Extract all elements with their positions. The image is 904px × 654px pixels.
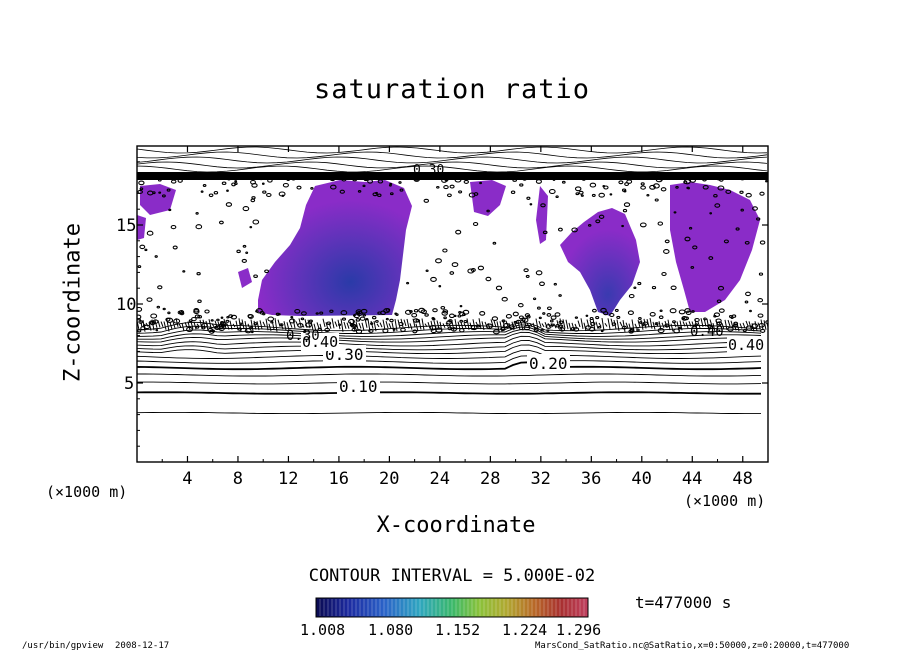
chart-title: saturation ratio xyxy=(313,74,591,105)
x-tick-label: 48 xyxy=(732,469,753,489)
contour-label-0-30b: 0.30 xyxy=(286,328,320,344)
x-tick-label: 20 xyxy=(379,469,400,489)
field-area xyxy=(137,146,768,415)
supersaturation-region-main xyxy=(258,180,412,316)
supersaturation-region-right xyxy=(560,208,640,316)
x-axis-unit: (×1000 m) xyxy=(684,492,766,510)
x-tick-label: 28 xyxy=(479,469,501,489)
supersaturation-patch-5 xyxy=(238,268,252,288)
top-contour-band xyxy=(137,172,768,180)
supersaturation-region-far-right xyxy=(670,182,760,312)
supersaturation-patch-1 xyxy=(470,180,506,216)
colorbar-tick-2: 1.080 xyxy=(368,621,414,639)
colorbar xyxy=(315,597,589,618)
x-axis-label: X-coordinate xyxy=(376,513,536,538)
x-tick-label: 36 xyxy=(580,469,602,489)
z-axis-unit: (×1000 m) xyxy=(46,483,128,501)
supersaturation-patch-2 xyxy=(536,186,548,244)
supersaturation-patch-4 xyxy=(137,215,146,240)
y-tick-5: 5 xyxy=(124,374,135,394)
colorbar-stripes xyxy=(319,599,585,616)
x-tick-label: 32 xyxy=(530,469,551,489)
axis-ticks xyxy=(137,146,768,462)
x-tick-label: 40 xyxy=(631,469,652,489)
contour-label-0-20: 0.20 xyxy=(527,354,570,373)
y-axis-label: Z-coordinate xyxy=(60,223,86,382)
contour-interval: CONTOUR INTERVAL = 5.000E-02 xyxy=(308,566,596,586)
x-tick-label: 4 xyxy=(182,469,193,489)
footer-date: 2008-12-17 xyxy=(115,641,170,651)
contour-label-0-10: 0.10 xyxy=(337,377,380,396)
y-tick-15: 15 xyxy=(116,216,137,236)
colorbar-tick-4: 1.224 xyxy=(502,621,548,639)
contour-label-0-40: 0.40 xyxy=(301,333,340,351)
x-tick-label: 12 xyxy=(278,469,299,489)
y-tick-10: 10 xyxy=(116,295,137,315)
contour-label-0-40-right-b: 0.40 xyxy=(690,324,724,340)
contour-speckles xyxy=(137,175,768,335)
x-tick-label: 8 xyxy=(232,469,243,489)
time-label: t=477000 s xyxy=(635,593,732,612)
colorbar-tick-3: 1.152 xyxy=(435,621,481,639)
colorbar-tick-5: 1.296 xyxy=(556,621,602,639)
footer-program: /usr/bin/gpview xyxy=(22,641,104,651)
x-tick-label: 24 xyxy=(429,469,450,489)
colorbar-tick-1: 1.008 xyxy=(300,621,346,639)
footer-source: MarsCond_SatRatio.nc@SatRatio,x=0:50000,… xyxy=(535,641,850,651)
x-tick-label: 44 xyxy=(681,469,703,489)
x-tick-label: 16 xyxy=(328,469,349,489)
contour-label-top: 0.30 xyxy=(413,163,445,178)
contour-label-0-40-right: 0.40 xyxy=(727,336,766,354)
contour-lines xyxy=(137,146,768,415)
